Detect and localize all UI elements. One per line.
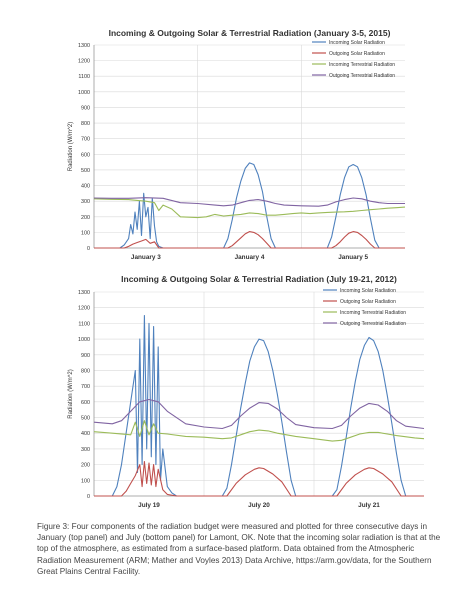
july-y-tick-label: 800	[81, 368, 90, 374]
july-legend-label-outgoing-solar-radiation: Outgoing Solar Radiation	[340, 299, 396, 305]
january-y-tick-label: 700	[81, 137, 90, 143]
july-legend-label-incoming-terrestrial-radiation: Incoming Terrestrial Radiation	[340, 310, 406, 316]
july-series-outgoing-solar-radiation	[94, 460, 424, 497]
july-y-tick-label: 1100	[78, 321, 90, 327]
july-legend: Incoming Solar Radiation Outgoing Solar R…	[323, 288, 406, 327]
january-y-tick-label: 0	[87, 246, 90, 252]
january-y-tick-label: 500	[81, 168, 90, 174]
july-x-label-july-19: July 19	[138, 502, 160, 509]
january-x-label-january-5: January 5	[338, 254, 368, 261]
july-y-tick-label: 300	[81, 447, 90, 453]
january-y-tick-label: 800	[81, 121, 90, 127]
july-legend-label-outgoing-terrestrial-radiation: Outgoing Terrestrial Radiation	[340, 321, 406, 327]
january-chart-panel: Incoming & Outgoing Solar & Terrestrial …	[68, 28, 406, 261]
july-y-tick-label: 700	[81, 384, 90, 390]
january-x-label-january-4: January 4	[235, 254, 265, 261]
january-y-tick-label: 1100	[78, 74, 90, 80]
january-series-outgoing-solar-radiation	[94, 231, 405, 249]
july-y-tick-label: 200	[81, 463, 90, 469]
january-legend-label-outgoing-solar-radiation: Outgoing Solar Radiation	[329, 51, 385, 57]
july-y-axis-label: Radiation (W/m^2)	[68, 369, 74, 419]
january-series-incoming-solar-radiation	[94, 162, 405, 249]
january-y-tick-label: 1000	[78, 90, 90, 96]
july-legend-label-incoming-solar-radiation: Incoming Solar Radiation	[340, 288, 396, 294]
january-legend-label-incoming-solar-radiation: Incoming Solar Radiation	[329, 40, 385, 46]
july-y-tick-label: 400	[81, 431, 90, 437]
july-series-outgoing-terrestrial-radiation	[93, 398, 425, 430]
july-y-tick-label: 100	[81, 478, 90, 484]
july-chart-panel: Incoming & Outgoing Solar & Terrestrial …	[68, 274, 425, 509]
july-y-tick-label: 1000	[78, 337, 90, 343]
july-y-tick-label: 1300	[78, 290, 90, 296]
july-chart-title: Incoming & Outgoing Solar & Terrestrial …	[121, 274, 397, 284]
july-series-incoming-solar-radiation	[94, 314, 424, 497]
january-y-tick-label: 900	[81, 105, 90, 111]
january-y-tick-label: 1200	[78, 59, 90, 65]
january-y-tick-label: 400	[81, 184, 90, 190]
january-y-tick-label: 100	[81, 230, 90, 236]
july-x-label-july-21: July 21	[358, 502, 380, 509]
january-legend-label-incoming-terrestrial-radiation: Incoming Terrestrial Radiation	[329, 62, 395, 68]
january-y-tick-label: 1300	[78, 43, 90, 49]
july-y-tick-label: 900	[81, 353, 90, 359]
january-series-incoming-terrestrial-radiation	[93, 198, 406, 219]
figure-caption: Figure 3: Four components of the radiati…	[37, 522, 441, 576]
january-series-outgoing-terrestrial-radiation	[93, 197, 405, 207]
july-y-tick-label: 0	[87, 494, 90, 500]
july-x-label-july-20: July 20	[248, 502, 270, 509]
january-x-label-january-3: January 3	[131, 254, 161, 261]
january-chart-title: Incoming & Outgoing Solar & Terrestrial …	[109, 28, 391, 38]
january-y-tick-label: 600	[81, 152, 90, 158]
january-y-tick-label: 300	[81, 199, 90, 205]
july-y-tick-label: 1200	[78, 306, 90, 312]
july-y-tick-label: 500	[81, 416, 90, 422]
january-legend-label-outgoing-terrestrial-radiation: Outgoing Terrestrial Radiation	[329, 73, 395, 79]
january-y-tick-label: 200	[81, 215, 90, 221]
january-y-axis-label: Radiation (W/m^2)	[68, 122, 74, 172]
july-y-tick-label: 600	[81, 400, 90, 406]
july-series-incoming-terrestrial-radiation	[93, 420, 425, 442]
january-legend: Incoming Solar Radiation Outgoing Solar R…	[312, 40, 395, 79]
